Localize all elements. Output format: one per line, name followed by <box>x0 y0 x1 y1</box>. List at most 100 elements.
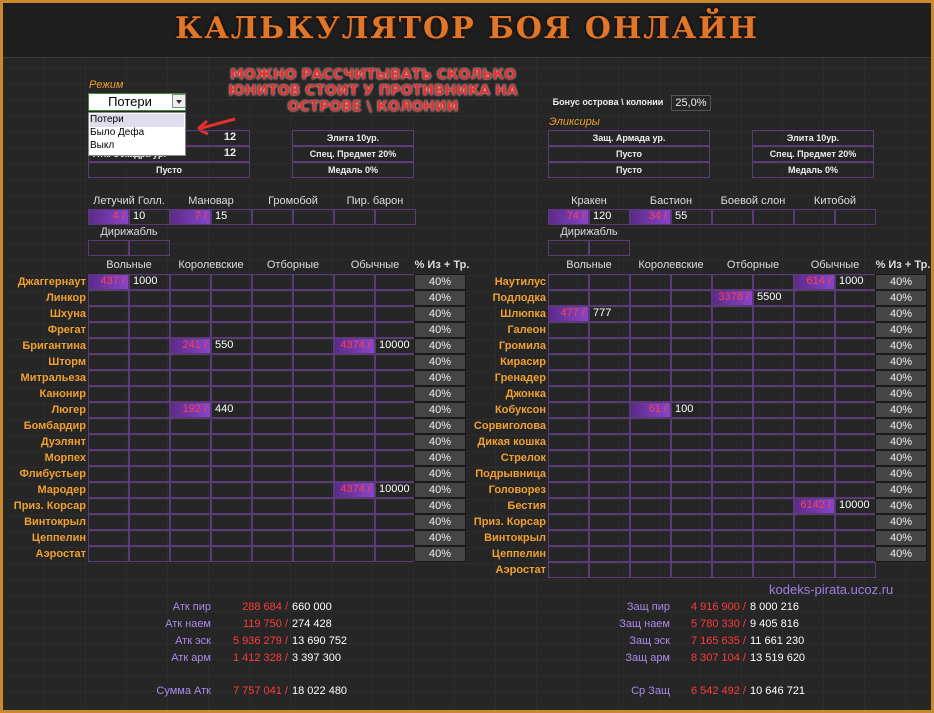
param-value: 12 <box>223 147 237 159</box>
cell <box>375 338 416 354</box>
cell <box>211 209 252 225</box>
cell <box>835 274 876 290</box>
hero-name: Дирижабль <box>100 226 158 238</box>
cell <box>630 386 671 402</box>
percent-cell: 40% <box>414 434 466 450</box>
cell <box>375 322 416 338</box>
row-name: Шлюпка <box>500 308 546 320</box>
cell <box>835 546 876 562</box>
cell <box>753 322 794 338</box>
mode-select[interactable]: Потери <box>88 93 186 111</box>
summary-total: 18 022 480 <box>292 685 348 697</box>
total-cell: 10000 <box>379 339 410 351</box>
row-name: Бомбардир <box>23 420 86 432</box>
dropdown-button[interactable] <box>172 94 186 108</box>
cell <box>129 370 170 386</box>
dropdown-option[interactable]: Потери <box>90 114 184 127</box>
cell <box>252 306 293 322</box>
row-name: Приз. Корсар <box>473 516 546 528</box>
cell <box>334 209 375 225</box>
cell <box>794 482 835 498</box>
cell <box>129 338 170 354</box>
cell <box>211 450 252 466</box>
cell <box>252 546 293 562</box>
hero-name: Громобой <box>268 195 318 207</box>
cell <box>252 402 293 418</box>
cell <box>375 514 416 530</box>
cell <box>252 338 293 354</box>
watermark: kodeks-pirata.ucoz.ru <box>769 582 894 597</box>
dropdown-option[interactable]: Было Дефа <box>90 127 145 138</box>
cell <box>671 562 712 578</box>
cell <box>794 450 835 466</box>
cell <box>548 434 589 450</box>
cell <box>753 370 794 386</box>
cell <box>375 450 416 466</box>
cell <box>88 498 129 514</box>
row-name: Аэростат <box>35 548 86 560</box>
cell <box>794 466 835 482</box>
cell <box>630 322 671 338</box>
cell <box>671 418 712 434</box>
cell <box>293 338 334 354</box>
cell <box>630 370 671 386</box>
row-name: Джаггернаут <box>17 276 86 288</box>
hero-name: Летучий Голл. <box>93 195 165 207</box>
cell <box>589 562 630 578</box>
cell <box>129 434 170 450</box>
cell <box>375 209 416 225</box>
cell <box>548 514 589 530</box>
cell <box>548 370 589 386</box>
cell <box>252 322 293 338</box>
cell <box>293 209 334 225</box>
cell <box>712 209 753 225</box>
cell <box>630 450 671 466</box>
cell <box>252 386 293 402</box>
loss-cell: 241 / <box>170 338 211 354</box>
cell <box>170 386 211 402</box>
cell <box>211 482 252 498</box>
cell <box>794 306 835 322</box>
column-header: Королевские <box>178 259 244 271</box>
cell <box>548 498 589 514</box>
loss-cell: 61 / <box>630 402 671 418</box>
cell <box>589 402 630 418</box>
loss-cell: 614 / <box>794 274 835 290</box>
cell <box>589 306 630 322</box>
column-header: Вольные <box>106 259 152 271</box>
summary-label: Защ эск <box>629 635 670 647</box>
dropdown-option[interactable]: Выкл <box>90 140 115 151</box>
cell <box>753 434 794 450</box>
cell <box>630 482 671 498</box>
cell <box>293 402 334 418</box>
summary-loss: 4 916 900 / <box>690 601 746 613</box>
cell <box>375 498 416 514</box>
percent-cell: 40% <box>875 386 927 402</box>
cell <box>753 209 794 225</box>
percent-cell: 40% <box>414 546 466 562</box>
param-label: Элита 10ур. <box>752 130 874 146</box>
cell <box>712 274 753 290</box>
cell <box>835 290 876 306</box>
summary-total: 660 000 <box>292 601 332 613</box>
cell <box>753 354 794 370</box>
total-cell: 1000 <box>133 275 158 287</box>
cell <box>835 354 876 370</box>
cell <box>712 338 753 354</box>
cell <box>589 514 630 530</box>
cell <box>835 562 876 578</box>
param-value: 12 <box>223 131 237 143</box>
cell <box>753 386 794 402</box>
cell <box>753 290 794 306</box>
cell <box>794 322 835 338</box>
cell <box>589 546 630 562</box>
cell <box>753 514 794 530</box>
cell <box>334 482 375 498</box>
summary-label: Защ арм <box>625 652 670 664</box>
cell <box>375 466 416 482</box>
cell <box>630 434 671 450</box>
percent-cell: 40% <box>875 546 927 562</box>
cell <box>88 306 129 322</box>
cell <box>211 466 252 482</box>
